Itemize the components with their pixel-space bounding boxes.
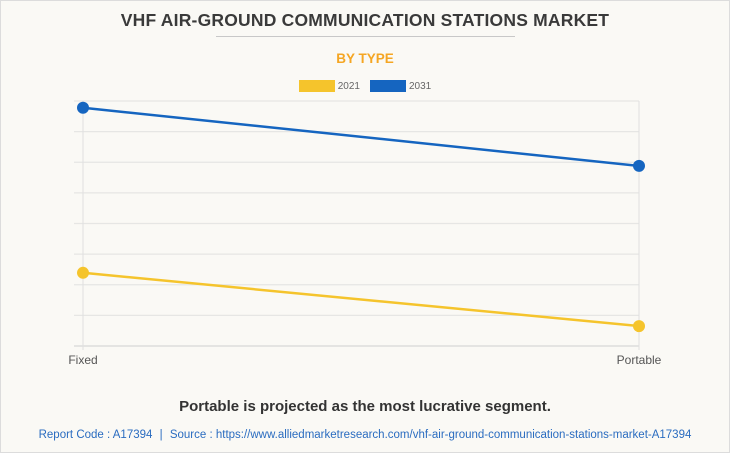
chart-subtitle: BY TYPE xyxy=(336,51,394,66)
data-point-2031-portable xyxy=(633,159,645,172)
gridlines xyxy=(74,100,640,350)
chart-title: VHF AIR-GROUND COMMUNICATION STATIONS MA… xyxy=(120,10,610,30)
series-points xyxy=(77,101,645,333)
insight-text: Portable is projected as the most lucrat… xyxy=(179,398,551,415)
data-point-2021-portable xyxy=(633,320,645,333)
series-line-2021 xyxy=(82,271,640,328)
x-tick-label-fixed: Fixed xyxy=(68,353,97,367)
title-divider xyxy=(216,36,515,37)
x-axis: Fixed Portable xyxy=(68,353,661,367)
series-line-2031 xyxy=(82,106,640,168)
data-point-2031-fixed xyxy=(77,101,89,114)
source-link[interactable]: Source : https://www.alliedmarketresearc… xyxy=(169,429,692,441)
x-tick-label-portable: Portable xyxy=(617,353,662,367)
legend-item-2031[interactable]: 2031 xyxy=(370,80,431,92)
source-line: Report Code : A17394 | Source : https://… xyxy=(0,429,730,441)
series-lines xyxy=(82,106,640,328)
report-code: Report Code : A17394 xyxy=(38,429,153,441)
legend: 2021 2031 xyxy=(0,80,730,92)
legend-item-2021[interactable]: 2021 xyxy=(298,80,360,92)
legend-swatch-2031 xyxy=(370,80,406,92)
data-point-2021-fixed xyxy=(77,266,89,279)
legend-label-2021: 2021 xyxy=(337,80,360,92)
source-separator: | xyxy=(159,429,163,441)
legend-label-2031: 2031 xyxy=(409,80,432,92)
legend-swatch-2021 xyxy=(298,80,335,92)
